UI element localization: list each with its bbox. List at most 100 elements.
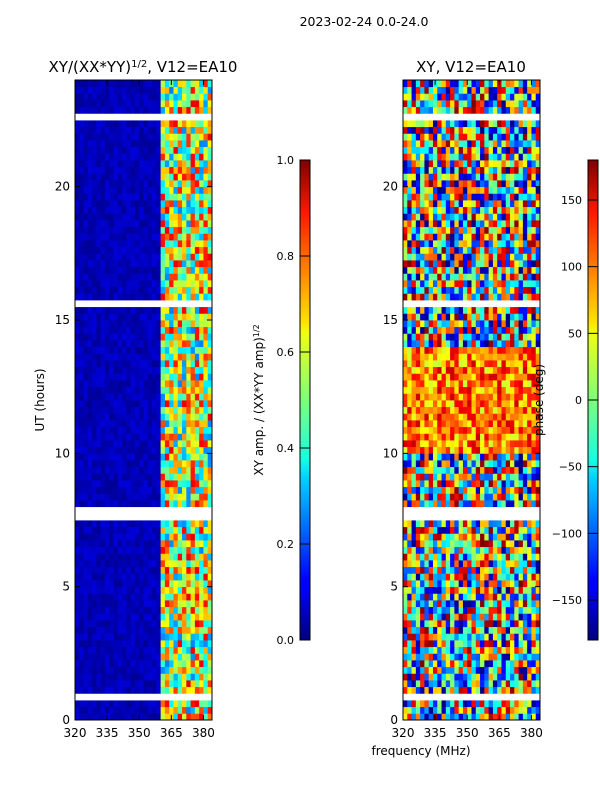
heatmap-cell xyxy=(143,300,149,308)
heatmap-cell xyxy=(471,573,477,581)
heatmap-cell xyxy=(437,553,442,561)
heatmap-cell xyxy=(147,160,153,168)
heatmap-cell xyxy=(484,333,490,341)
heatmap-cell xyxy=(160,646,166,654)
heatmap-cell xyxy=(510,380,515,388)
heatmap-cell xyxy=(75,633,80,641)
heatmap-cell xyxy=(186,280,191,288)
heatmap-cell xyxy=(475,713,481,720)
heatmap-cell xyxy=(480,446,485,454)
heatmap-cell xyxy=(403,533,408,541)
heatmap-cell xyxy=(535,666,540,674)
heatmap-cell xyxy=(514,373,519,381)
heatmap-cell xyxy=(117,346,123,354)
heatmap-cell xyxy=(527,526,532,534)
heatmap-cell xyxy=(173,526,179,534)
heatmap-cell xyxy=(458,593,464,601)
heatmap-cell xyxy=(83,660,89,668)
heatmap-cell xyxy=(83,106,89,114)
heatmap-cell xyxy=(139,146,144,154)
heatmap-cell xyxy=(403,393,408,401)
heatmap-cell xyxy=(492,460,498,468)
heatmap-cell xyxy=(535,660,540,668)
heatmap-cell xyxy=(194,226,200,234)
heatmap-cell xyxy=(87,680,93,688)
heatmap-cell xyxy=(169,566,174,574)
heatmap-cell xyxy=(428,333,434,341)
heatmap-cell xyxy=(194,380,200,388)
heatmap-cell xyxy=(92,433,97,441)
heatmap-cell xyxy=(497,473,502,481)
heatmap-cell xyxy=(164,506,170,514)
heatmap-cell xyxy=(83,340,89,348)
heatmap-cell xyxy=(117,226,123,234)
heatmap-cell xyxy=(134,653,140,661)
heatmap-cell xyxy=(514,693,519,701)
heatmap-cell xyxy=(92,693,97,701)
heatmap-cell xyxy=(527,573,532,581)
heatmap-cell xyxy=(450,686,455,694)
heatmap-cell xyxy=(194,640,200,648)
heatmap-cell xyxy=(87,500,93,508)
heatmap-cell xyxy=(424,406,430,414)
heatmap-cell xyxy=(113,480,119,488)
heatmap-cell xyxy=(450,540,455,548)
heatmap-cell xyxy=(109,326,114,334)
heatmap-cell xyxy=(100,320,106,328)
heatmap-cell xyxy=(113,686,119,694)
heatmap-cell xyxy=(467,373,472,381)
heatmap-cell xyxy=(450,473,455,481)
heatmap-cell xyxy=(104,166,110,174)
heatmap-cell xyxy=(424,420,430,428)
heatmap-cell xyxy=(126,600,132,608)
heatmap-cell xyxy=(83,320,89,328)
heatmap-cell xyxy=(173,146,179,154)
heatmap-cell xyxy=(424,486,430,494)
heatmap-cell xyxy=(139,533,144,541)
heatmap-cell xyxy=(182,100,187,108)
heatmap-cell xyxy=(83,613,89,621)
heatmap-cell xyxy=(126,373,132,381)
heatmap-cell xyxy=(475,553,481,561)
heatmap-cell xyxy=(130,360,136,368)
heatmap-cell xyxy=(527,340,532,348)
heatmap-cell xyxy=(190,146,196,154)
heatmap-cell xyxy=(510,540,515,548)
heatmap-cell xyxy=(480,420,485,428)
heatmap-cell xyxy=(428,413,434,421)
heatmap-cell xyxy=(475,513,481,521)
heatmap-cell xyxy=(415,333,421,341)
heatmap-cell xyxy=(143,373,149,381)
heatmap-cell xyxy=(411,673,417,681)
heatmap-cell xyxy=(480,393,485,401)
heatmap-cell xyxy=(104,206,110,214)
heatmap-cell xyxy=(190,426,196,434)
heatmap-cell xyxy=(104,593,110,601)
heatmap-cell xyxy=(139,493,144,501)
heatmap-cell xyxy=(100,206,106,214)
heatmap-cell xyxy=(169,560,174,568)
heatmap-cell xyxy=(160,633,166,641)
heatmap-cell xyxy=(130,160,136,168)
heatmap-cell xyxy=(169,493,174,501)
heatmap-cell xyxy=(420,486,425,494)
heatmap-cell xyxy=(96,413,102,421)
heatmap-cell xyxy=(182,160,187,168)
heatmap-cell xyxy=(471,420,477,428)
heatmap-cell xyxy=(488,513,494,521)
heatmap-cell xyxy=(79,466,84,474)
heatmap-cell xyxy=(147,486,153,494)
heatmap-cell xyxy=(104,313,110,321)
heatmap-cell xyxy=(96,313,102,321)
heatmap-cell xyxy=(527,480,532,488)
heatmap-cell xyxy=(403,326,408,334)
heatmap-cell xyxy=(437,600,442,608)
heatmap-cell xyxy=(126,366,132,374)
heatmap-cell xyxy=(497,700,502,708)
colorbar-tick-label: 0.8 xyxy=(277,250,295,263)
heatmap-cell xyxy=(207,320,212,328)
heatmap-cell xyxy=(156,620,162,628)
heatmap-cell xyxy=(415,700,421,708)
heatmap-cell xyxy=(182,660,187,668)
heatmap-cell xyxy=(130,120,136,128)
